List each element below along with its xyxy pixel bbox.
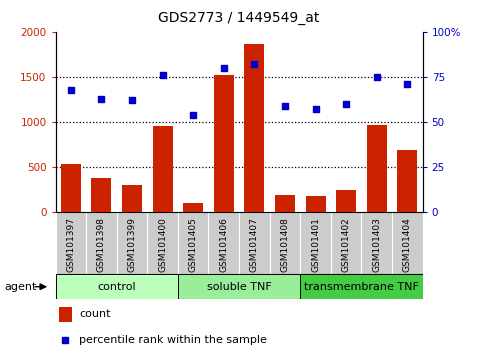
Point [98, 96, 105, 102]
Bar [398, 150, 417, 212]
Text: GSM101403: GSM101403 [372, 217, 381, 272]
Bar [56, 212, 86, 274]
Bar [244, 45, 264, 212]
Text: GSM101400: GSM101400 [158, 217, 167, 272]
Bar [214, 75, 234, 212]
Bar [367, 125, 387, 212]
Text: GSM101407: GSM101407 [250, 217, 259, 272]
Point [159, 72, 167, 78]
Text: GDS2773 / 1449549_at: GDS2773 / 1449549_at [158, 11, 320, 25]
Bar [336, 190, 356, 212]
Point [342, 101, 350, 107]
Bar [392, 212, 423, 274]
Bar [209, 212, 239, 274]
Text: agent: agent [4, 282, 37, 292]
Bar [147, 212, 178, 274]
Bar [59, 307, 72, 322]
Bar [275, 195, 295, 212]
Bar [122, 185, 142, 212]
Bar [178, 212, 209, 274]
Point [67, 87, 75, 92]
Text: GSM101401: GSM101401 [311, 217, 320, 272]
Point [281, 103, 289, 109]
Text: percentile rank within the sample: percentile rank within the sample [79, 335, 267, 345]
Point [373, 74, 381, 80]
Point [251, 62, 258, 67]
Point [312, 107, 319, 112]
Point [403, 81, 411, 87]
Bar [300, 274, 423, 299]
Point [189, 112, 197, 118]
Text: GSM101402: GSM101402 [341, 217, 351, 272]
Bar [361, 212, 392, 274]
Text: control: control [98, 282, 136, 292]
Bar [239, 212, 270, 274]
Bar [331, 212, 361, 274]
Text: transmembrane TNF: transmembrane TNF [304, 282, 419, 292]
Text: GSM101405: GSM101405 [189, 217, 198, 272]
Point [128, 98, 136, 103]
Text: count: count [79, 309, 111, 320]
Text: GSM101398: GSM101398 [97, 217, 106, 272]
Point [62, 337, 70, 343]
Text: GSM101397: GSM101397 [66, 217, 75, 272]
Point [220, 65, 227, 71]
Bar [183, 203, 203, 212]
Text: GSM101404: GSM101404 [403, 217, 412, 272]
Bar [86, 212, 117, 274]
Text: soluble TNF: soluble TNF [207, 282, 271, 292]
Bar [117, 212, 147, 274]
Bar [270, 212, 300, 274]
Text: GSM101408: GSM101408 [281, 217, 289, 272]
Bar [91, 178, 112, 212]
Bar [56, 274, 178, 299]
Text: GSM101399: GSM101399 [128, 217, 137, 272]
Bar [300, 212, 331, 274]
Bar [153, 126, 172, 212]
Bar [178, 274, 300, 299]
Bar [61, 164, 81, 212]
Bar [306, 196, 326, 212]
Text: GSM101406: GSM101406 [219, 217, 228, 272]
